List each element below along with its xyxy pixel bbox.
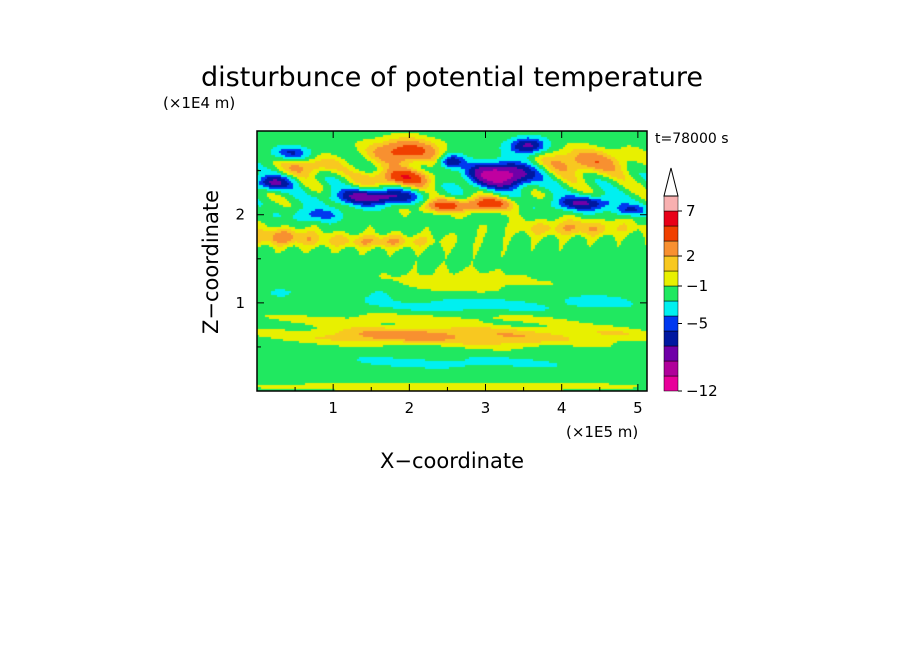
x-axis: 1 2 3 4 5 [294, 131, 643, 417]
colorbar-swatch [663, 255, 679, 272]
y-unit-label: (×1E4 m) [163, 94, 235, 112]
x-tick-label: 1 [328, 399, 338, 417]
y-axis-label: Z−coordinate [199, 190, 223, 334]
colorbar-swatch [663, 240, 679, 257]
colorbar-swatch [663, 330, 679, 347]
colorbar-swatch [663, 225, 679, 242]
colorbar-label: −12 [686, 382, 718, 400]
colorbar-label: 2 [686, 247, 696, 265]
time-label: t=78000 s [655, 131, 729, 147]
colorbar: −12−5−127 [663, 167, 718, 400]
y-axis: 12 [235, 170, 647, 348]
colorbar-swatch [663, 345, 679, 362]
x-axis-label: X−coordinate [380, 449, 524, 473]
colorbar-extend-arrow [663, 167, 679, 197]
x-tick-label: 3 [481, 399, 491, 417]
colorbar-swatch [663, 315, 679, 332]
y-tick-label: 2 [235, 206, 245, 224]
colorbar-swatch [663, 285, 679, 302]
x-tick-label: 2 [405, 399, 415, 417]
colorbar-label: −5 [686, 315, 708, 333]
colorbar-swatch [663, 195, 679, 212]
colorbar-swatch [663, 300, 679, 317]
plot-area [257, 131, 647, 391]
x-tick-label: 5 [633, 399, 643, 417]
colorbar-swatch [663, 360, 679, 377]
colorbar-label: 7 [686, 202, 696, 220]
plot-frame [256, 130, 648, 392]
colorbar-label: −1 [686, 277, 708, 295]
contour-field [257, 131, 647, 391]
x-unit-label: (×1E5 m) [566, 423, 638, 441]
colorbar-swatch [663, 375, 679, 392]
colorbar-swatch [663, 210, 679, 227]
colorbar-swatch [663, 270, 679, 287]
x-tick-label: 4 [557, 399, 567, 417]
chart-title: disturbunce of potential temperature [201, 62, 703, 93]
y-tick-label: 1 [235, 294, 245, 312]
